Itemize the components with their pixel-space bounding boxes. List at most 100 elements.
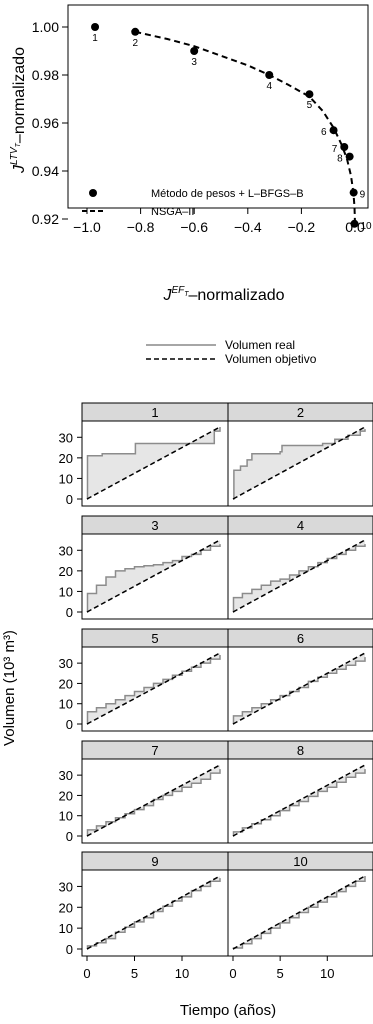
scatter-point — [345, 152, 354, 161]
real-volume-line — [86, 878, 221, 950]
y-axis-label-volume-group: Volumen (10³ m³) — [1, 630, 18, 746]
x-axis-label: JEFT–normalizado — [162, 285, 284, 304]
volume-panel-5: 5 0 10 20 30 — [59, 628, 229, 732]
panel-title: 9 — [151, 854, 158, 869]
x-tick-label: 0 — [83, 966, 90, 981]
y-tick-label: 10 — [59, 584, 73, 599]
target-volume-line — [232, 652, 366, 725]
panel-title: 6 — [297, 631, 304, 646]
target-volume-line — [232, 426, 366, 500]
y-tick-label: 30 — [59, 543, 73, 558]
point-label: 1 — [92, 33, 98, 44]
target-volume-line — [86, 875, 221, 950]
real-volume-line — [232, 769, 366, 837]
panel-title: 1 — [151, 405, 158, 420]
x-tick-label: 5 — [277, 966, 284, 981]
real-volume-line — [86, 427, 221, 500]
point-label: 7 — [332, 144, 338, 155]
legend-marker-weights — [89, 189, 97, 197]
point-label: 4 — [266, 81, 272, 92]
y-axis-label: JLTVT–normalizado — [9, 47, 28, 174]
y-tick-label: 0.92 — [32, 211, 59, 227]
y-tick-label: 1.00 — [32, 19, 59, 35]
scatter-point — [91, 23, 100, 31]
target-volume-line — [86, 539, 221, 613]
target-volume-line — [232, 764, 366, 837]
target-volume-line — [86, 652, 221, 725]
y-axis-label-volume: Volumen (10³ m³) — [1, 630, 18, 746]
y-tick-label: 10 — [59, 921, 73, 936]
y-tick-label: 0 — [66, 605, 73, 620]
x-tick-label: −0.2 — [288, 219, 316, 235]
panel-frame — [227, 758, 373, 844]
y-tick-label: 10 — [59, 809, 73, 824]
point-label: 9 — [360, 190, 366, 201]
x-axis-label-volume: Tiempo (años) — [180, 1002, 276, 1019]
point-label: 6 — [321, 127, 327, 138]
panel-title: 3 — [151, 518, 158, 533]
y-tick-label: 10 — [59, 471, 73, 486]
real-volume-line — [86, 655, 221, 725]
panel-title: 4 — [297, 518, 304, 533]
target-volume-line — [86, 764, 221, 837]
y-tick-label: 0.94 — [32, 163, 59, 179]
point-label: 2 — [132, 38, 138, 49]
y-tick-label: 10 — [59, 697, 73, 712]
y-tick-label: 30 — [59, 430, 73, 445]
legend-label-nsga: NSGA–II — [151, 206, 194, 218]
y-tick-label: 0.96 — [32, 115, 59, 131]
target-volume-line — [86, 426, 221, 500]
y-tick-label: 20 — [59, 564, 73, 579]
y-axis-label-group: JLTVT–normalizado — [9, 47, 28, 174]
y-tick-label: 0 — [66, 492, 73, 507]
scatter-point — [340, 143, 349, 151]
real-volume-line — [232, 876, 366, 950]
nsga-front-line — [134, 30, 356, 224]
panel-frame — [81, 646, 229, 732]
y-tick-label: 0 — [66, 717, 73, 732]
legend-label-target: Volumen objetivo — [225, 352, 317, 366]
panel-frame — [227, 420, 373, 507]
x-tick-label: 0 — [229, 966, 236, 981]
y-tick-label: 0 — [66, 942, 73, 957]
volume-panel-7: 7 0 10 20 30 — [59, 740, 229, 844]
scatter-point — [349, 188, 358, 197]
volume-panel-9: 9 0 10 20 30 0 5 10 — [59, 851, 229, 981]
panel-frame — [227, 646, 373, 732]
plot-frame — [67, 4, 369, 209]
y-tick-label: 20 — [59, 788, 73, 803]
real-volume-line — [233, 429, 366, 500]
point-label: 3 — [191, 57, 197, 68]
x-tick-label: −0.6 — [180, 219, 208, 235]
panel-title: 5 — [151, 631, 158, 646]
point-label: 8 — [337, 154, 343, 165]
panel-title: 2 — [297, 405, 304, 420]
y-tick-label: 20 — [59, 900, 73, 915]
panel-frame — [81, 758, 229, 844]
point-label: 10 — [360, 221, 372, 232]
scatter-point — [190, 47, 199, 55]
panel-title: 8 — [297, 743, 304, 758]
legend-label-real: Volumen real — [225, 338, 295, 352]
scatter-point — [329, 126, 338, 135]
pareto-front-chart: −1.0−0.8−0.6−0.4−0.20.01.000.980.960.940… — [9, 4, 372, 304]
volume-panel-4: 4 — [227, 515, 373, 620]
scatter-point — [305, 90, 314, 99]
target-volume-line — [232, 875, 366, 950]
x-tick-label: −0.4 — [234, 219, 262, 235]
x-tick-label: −0.8 — [127, 219, 155, 235]
panel-frame — [227, 869, 373, 957]
x-tick-label: 10 — [320, 966, 334, 981]
y-tick-label: 30 — [59, 656, 73, 671]
panel-frame — [81, 533, 229, 620]
y-tick-label: 30 — [59, 879, 73, 894]
volume-panel-10: 10 0 5 10 — [227, 851, 373, 981]
x-tick-label: 5 — [131, 966, 138, 981]
real-volume-line — [232, 657, 366, 725]
x-tick-label: −1.0 — [73, 219, 101, 235]
real-volume-line — [86, 544, 221, 613]
